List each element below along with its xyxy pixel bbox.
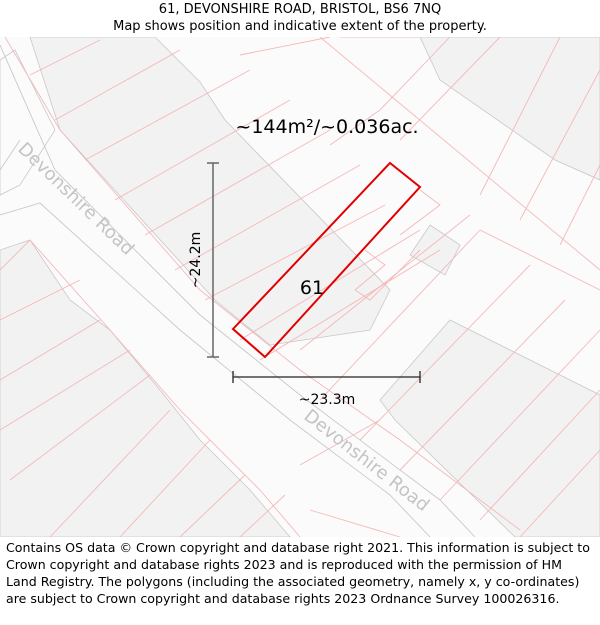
map-canvas: ~144m²/~0.036ac. 61 ~24.2m ~23.3m Devons… — [0, 37, 600, 537]
attribution-footer: Contains OS data © Crown copyright and d… — [6, 539, 596, 607]
road-edge-west — [0, 139, 21, 171]
attribution-text: Contains OS data © Crown copyright and d… — [6, 540, 590, 606]
height-measure — [207, 162, 219, 358]
area-label: ~144m²/~0.036ac. — [235, 116, 418, 138]
building-block-northeast — [419, 37, 600, 181]
property-map[interactable]: ~144m²/~0.036ac. 61 ~24.2m ~23.3m Devons… — [0, 37, 600, 537]
building-block-west — [0, 49, 56, 196]
width-measure — [232, 371, 421, 383]
building-block-north — [29, 37, 391, 346]
building-block-southwest — [0, 239, 291, 537]
map-header: 61, DEVONSHIRE ROAD, BRISTOL, BS6 7NQ Ma… — [0, 0, 600, 37]
building-outbuilding — [409, 224, 461, 276]
building-block-east — [379, 319, 600, 537]
map-subtitle: Map shows position and indicative extent… — [113, 19, 487, 34]
buildings-layer — [0, 37, 600, 537]
width-measure-label: ~23.3m — [299, 392, 356, 408]
property-address-title: 61, DEVONSHIRE ROAD, BRISTOL, BS6 7NQ — [158, 2, 442, 17]
road-edge-north — [0, 44, 476, 537]
subject-property-outline[interactable] — [231, 161, 422, 359]
road-edge-south — [0, 202, 431, 537]
road-outlines — [0, 44, 476, 537]
plot-number-label: 61 — [300, 277, 324, 299]
parcel-boundaries — [0, 37, 600, 537]
height-measure-label: ~24.2m — [188, 232, 204, 289]
